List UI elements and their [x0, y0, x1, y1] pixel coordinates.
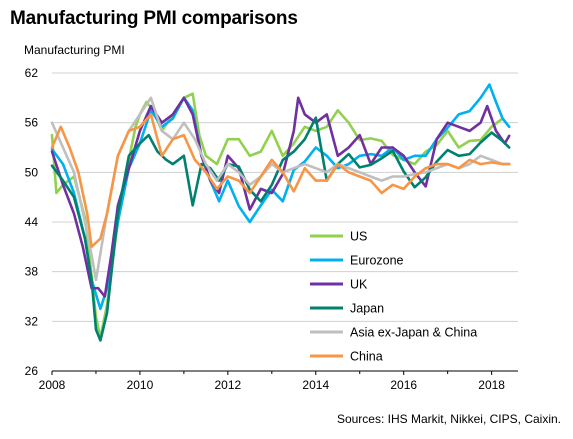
y-tick-label: 32 [25, 314, 39, 328]
x-tick-label: 2012 [214, 378, 241, 392]
y-axis-ticks: 26 32 38 44 50 56 62 [25, 66, 39, 378]
legend-label: US [350, 230, 367, 244]
y-tick-label: 62 [25, 66, 39, 80]
series-lines [50, 83, 511, 342]
gridlines [52, 72, 518, 372]
y-tick-label: 44 [25, 215, 39, 229]
legend-label: Asia ex-Japan & China [350, 326, 477, 340]
x-tick-label: 2008 [39, 378, 66, 392]
legend: US Eurozone UK Japan Asia ex-Japan & China Ch… [310, 230, 477, 364]
legend-label: Eurozone [350, 254, 404, 268]
legend-label: UK [350, 278, 368, 292]
series-line-eurozone [50, 83, 511, 311]
legend-label: China [350, 350, 383, 364]
x-tick-label: 2010 [127, 378, 154, 392]
y-tick-label: 56 [25, 116, 39, 130]
series-line-china [50, 113, 511, 249]
x-tick-label: 2014 [302, 378, 329, 392]
y-tick-label: 50 [25, 165, 39, 179]
y-axis-label: Manufacturing PMI [24, 43, 125, 57]
series-line-us [50, 92, 511, 340]
x-axis-ticks: 2008 2010 2012 2014 2016 2018 [39, 371, 505, 392]
x-tick-label: 2016 [390, 378, 417, 392]
source-note: Sources: IHS Markit, Nikkei, CIPS, Caixi… [336, 412, 561, 426]
y-tick-label: 38 [25, 265, 39, 279]
y-tick-label: 26 [25, 364, 39, 378]
chart-title: Manufacturing PMI comparisons [10, 8, 298, 29]
legend-label: Japan [350, 302, 384, 316]
series-line-asia-ex-japan-china [50, 96, 511, 282]
x-tick-label: 2018 [478, 378, 505, 392]
